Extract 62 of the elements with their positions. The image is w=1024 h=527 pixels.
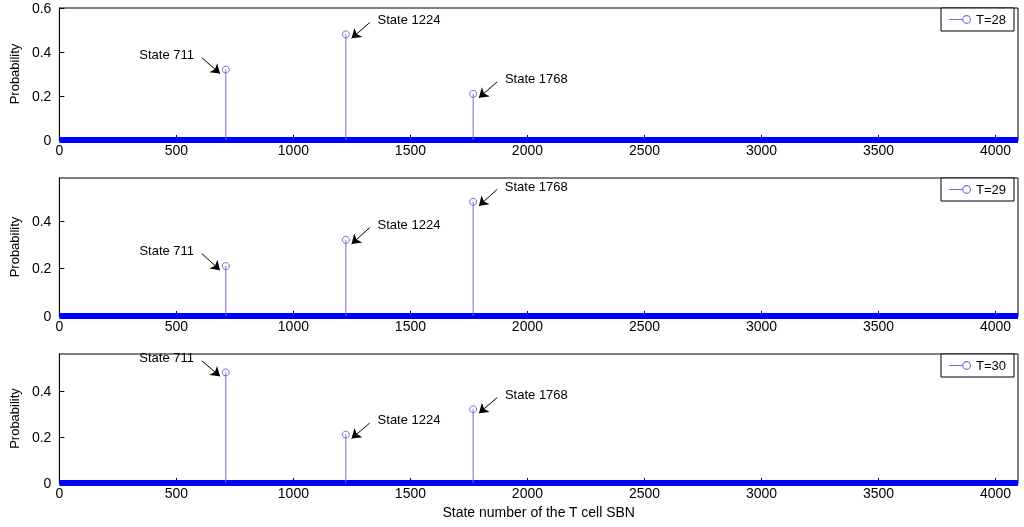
x-tick-label: 3500 <box>862 318 895 334</box>
y-tick-label: 0.4 <box>31 212 52 229</box>
point <box>341 30 350 39</box>
x-tick-label: 500 <box>164 485 189 501</box>
y-tick-label: 0.2 <box>31 260 52 277</box>
annotation: State 1224 <box>377 11 441 27</box>
x-tick-label: 2000 <box>511 142 544 158</box>
x-tick-label: 0 <box>55 485 64 501</box>
x-tick-label: 0 <box>55 318 64 334</box>
point <box>469 405 478 414</box>
y-tick-label: 0.4 <box>31 44 52 60</box>
x-tick-label: 4000 <box>979 318 1012 334</box>
x-tick-label: 0 <box>55 142 64 158</box>
y-tick-label: 0 <box>43 132 52 148</box>
point <box>221 262 230 271</box>
point <box>469 197 478 206</box>
x-tick-label: 1500 <box>394 318 427 334</box>
y-tick-label: 0.4 <box>31 382 52 399</box>
x-tick-label: 3000 <box>745 318 778 334</box>
y-axis-title: Probability <box>7 216 22 278</box>
y-tick-label: 0 <box>43 308 52 324</box>
x-tick-label: 500 <box>164 318 189 334</box>
x-tick-label: 3000 <box>745 485 778 501</box>
x-tick-label: 1500 <box>394 142 427 158</box>
point <box>221 65 230 74</box>
x-tick-label: 3500 <box>862 142 895 158</box>
point <box>341 235 350 244</box>
x-tick-label: 2000 <box>511 485 544 501</box>
x-tick-label: 500 <box>164 142 189 158</box>
annotation: State 1768 <box>504 178 568 194</box>
y-tick-label: 0.2 <box>31 428 52 445</box>
x-tick-label: 1500 <box>394 485 427 501</box>
x-tick-label: 1000 <box>277 318 310 334</box>
annotation: State 1768 <box>504 386 568 402</box>
x-tick-label: 2500 <box>628 485 661 501</box>
y-tick-label: 0 <box>43 475 52 491</box>
x-tick-label: 3000 <box>745 142 778 158</box>
x-tick-label: 2500 <box>628 318 661 334</box>
x-tick-label: 2000 <box>511 318 544 334</box>
x-tick-label: 4000 <box>979 142 1012 158</box>
point <box>221 368 230 377</box>
x-axis-title: State number of the T cell SBN <box>442 504 635 520</box>
annotation: State 711 <box>139 350 194 366</box>
x-tick-label: 1000 <box>277 142 310 158</box>
y-axis-title: Probability <box>7 387 22 449</box>
legend-label: T=29 <box>976 182 1007 197</box>
x-tick-label: 4000 <box>979 485 1012 501</box>
point <box>341 430 350 439</box>
annotation: State 1768 <box>504 71 568 87</box>
x-tick-label: 2500 <box>628 142 661 158</box>
annotation: State 1224 <box>377 216 441 232</box>
y-tick-label: 0.2 <box>31 88 52 104</box>
y-tick-label: 0.6 <box>31 0 52 16</box>
annotation: State 1224 <box>377 412 441 428</box>
legend-label: T=28 <box>976 12 1007 27</box>
y-axis-title: Probability <box>7 43 22 105</box>
x-tick-label: 1000 <box>277 485 310 501</box>
x-tick-label: 3500 <box>862 485 895 501</box>
legend-label: T=30 <box>976 358 1007 373</box>
annotation: State 711 <box>139 242 195 258</box>
point <box>469 89 478 98</box>
annotation: State 711 <box>139 46 195 62</box>
